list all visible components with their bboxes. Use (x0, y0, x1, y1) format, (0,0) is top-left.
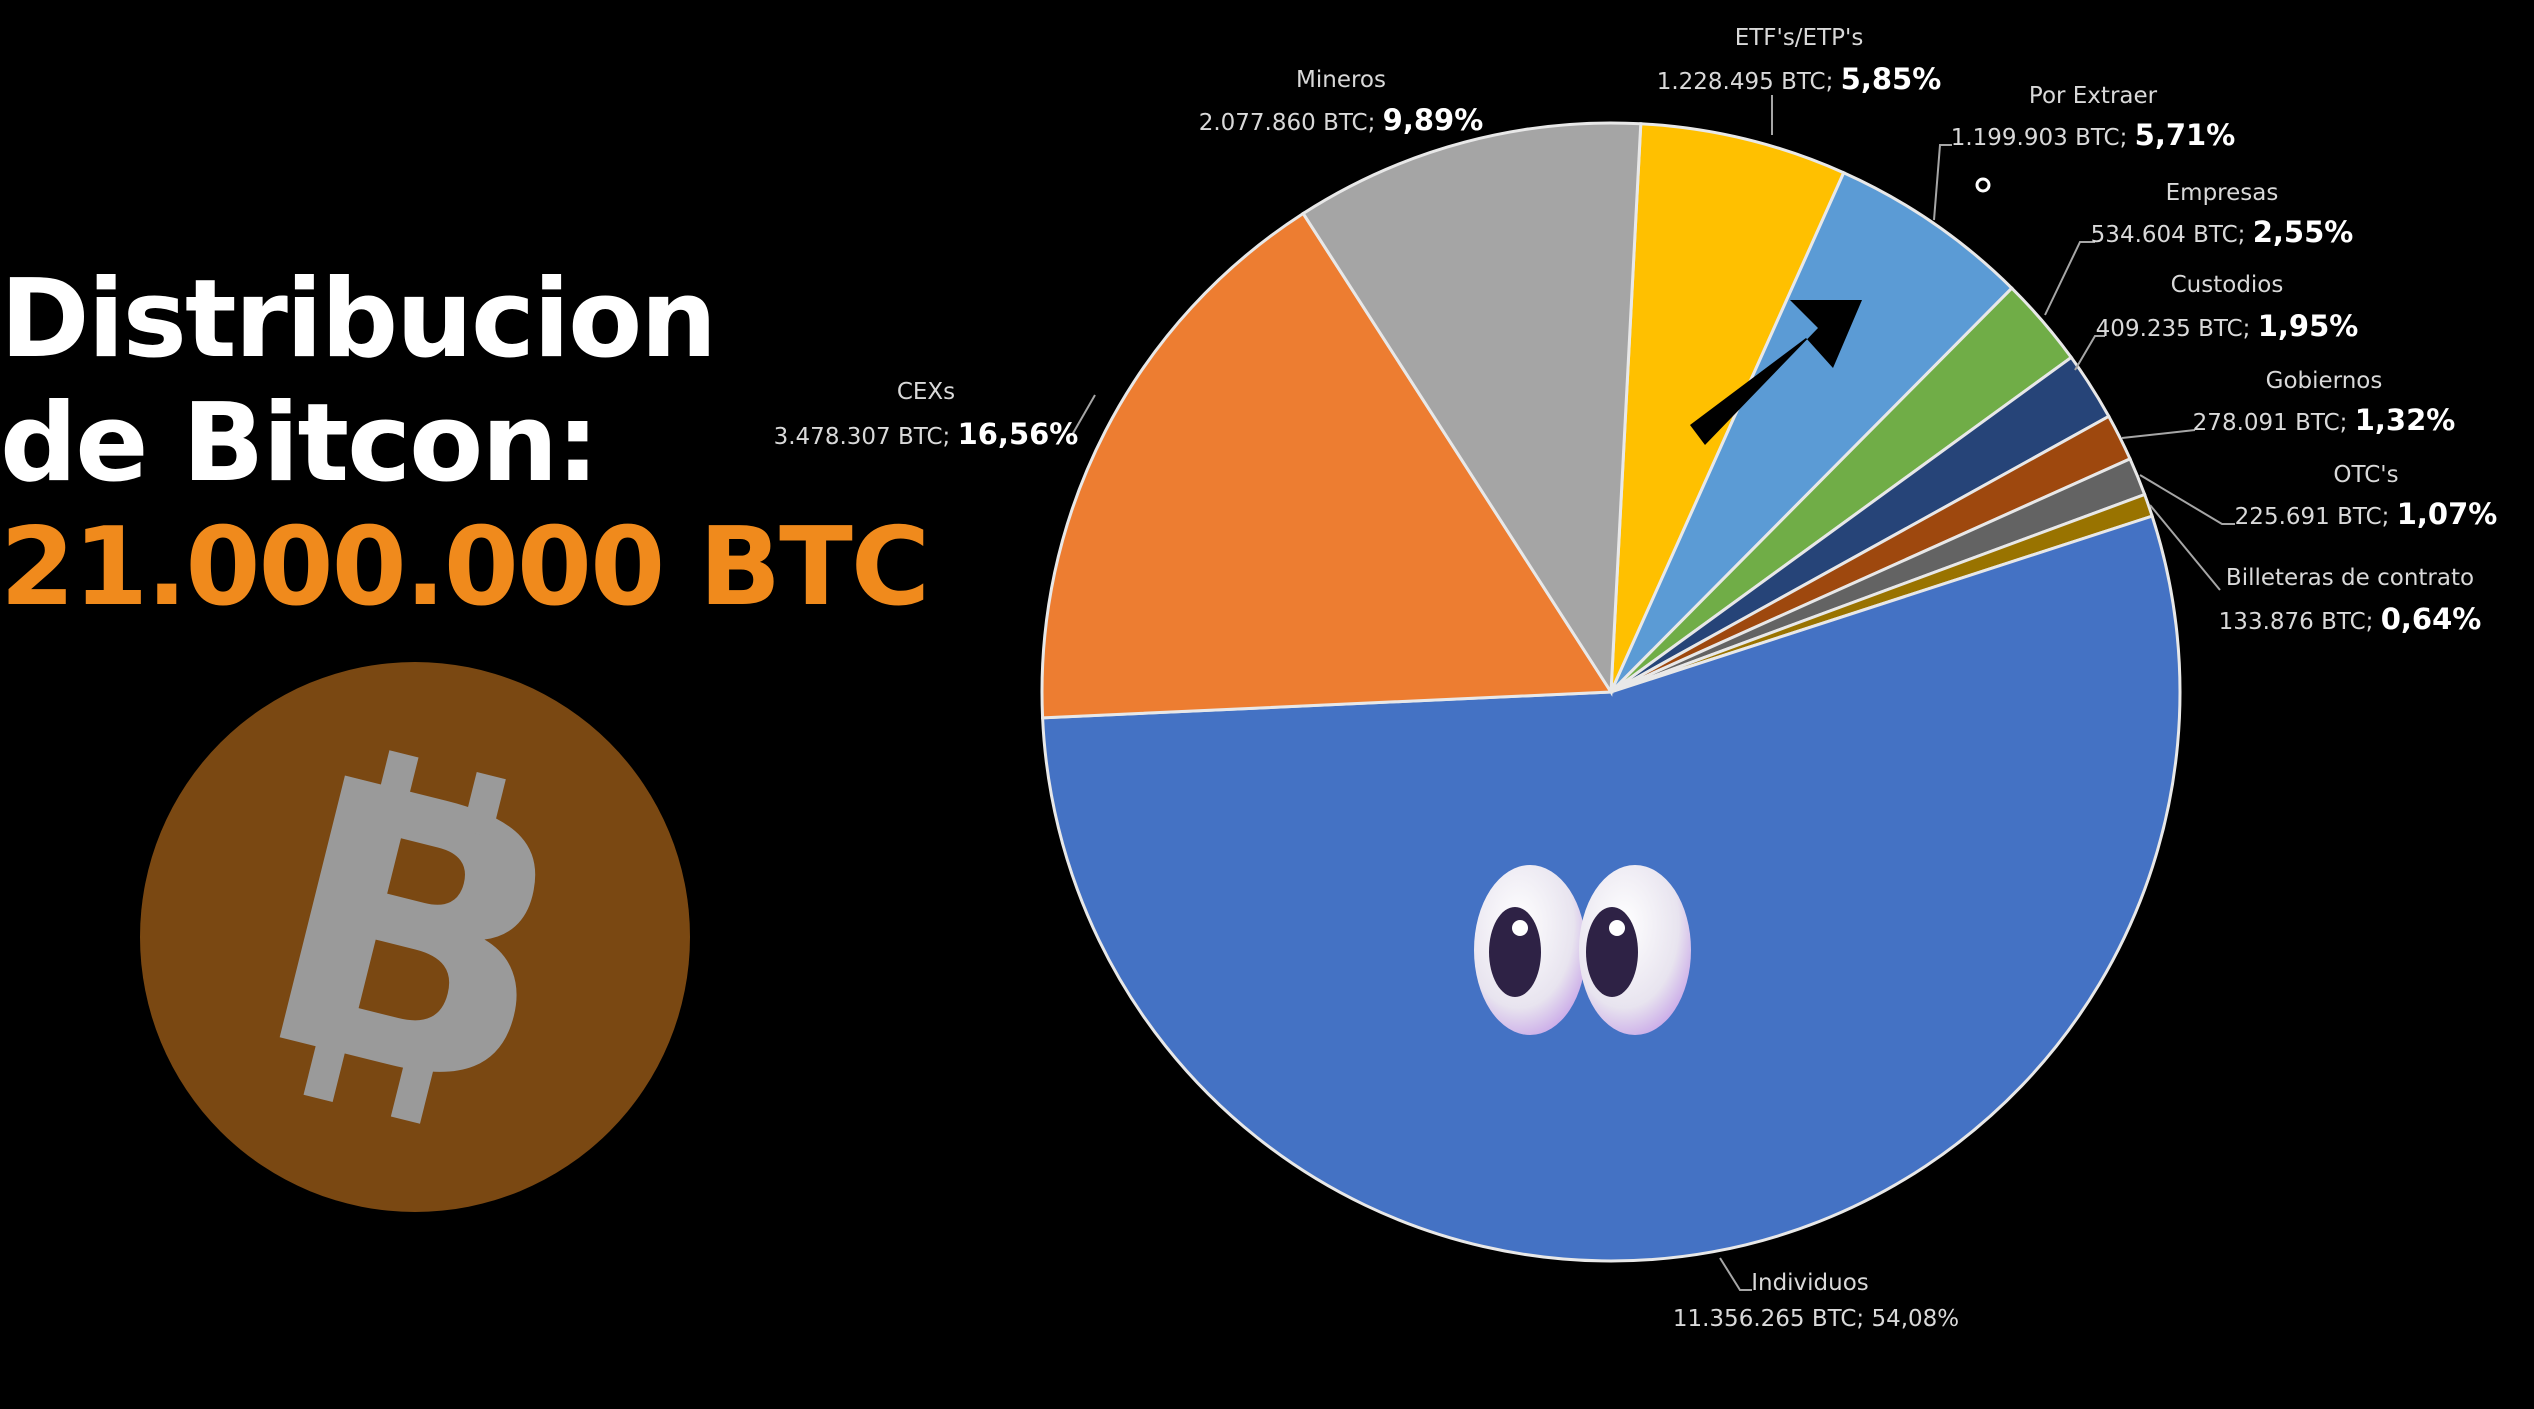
slice-value: 534.604 BTC; 2,55% (2091, 215, 2354, 249)
bitcoin-logo-icon: B (140, 662, 690, 1212)
slice-percent: 1,95% (2258, 309, 2359, 343)
title-line-2: de Bitcon: (0, 381, 599, 506)
slice-percent: 1,32% (2355, 403, 2456, 437)
eyes-emoji-icon (1474, 865, 1691, 1035)
slice-btc: 2.077.860 BTC; (1199, 110, 1383, 136)
slice-value: 11.356.265 BTC; 54,08% (1673, 1306, 1959, 1332)
leader-line (2121, 429, 2196, 439)
slice-label: Custodios (2171, 272, 2284, 298)
leader-line (2149, 504, 2221, 591)
pie-slice-1 (1609, 170, 2014, 694)
slice-label: Individuos (1751, 1270, 1869, 1296)
slice-percent: 5,71% (2135, 118, 2236, 152)
slice-btc: 409.235 BTC; (2096, 316, 2258, 342)
slice-label: Empresas (2166, 180, 2279, 206)
slice-value: 2.077.860 BTC; 9,89% (1199, 103, 1484, 137)
slice-value: 1.228.495 BTC; 5,85% (1657, 62, 1942, 96)
slice-label: Por Extraer (2029, 83, 2158, 109)
slice-value: 409.235 BTC; 1,95% (2096, 309, 2359, 343)
slice-btc: 225.691 BTC; (2235, 504, 2397, 530)
slice-label: ETF's/ETP's (1735, 25, 1864, 51)
leader-line (2044, 241, 2095, 316)
slice-label: CEXs (897, 379, 955, 405)
pie-slice-9 (1301, 121, 1643, 697)
slice-value: 278.091 BTC; 1,32% (2193, 403, 2456, 437)
slice-percent: 16,56% (958, 417, 1079, 451)
slice-btc: 1.228.495 BTC; (1657, 69, 1841, 95)
pie-slice-8 (1040, 211, 1614, 720)
leader-line (1071, 394, 1096, 436)
leader-line (1719, 1257, 1752, 1291)
slice-btc: 3.478.307 BTC; (774, 424, 958, 450)
title-line-1: Distribucion (0, 257, 717, 382)
slice-percent: 0,64% (2381, 602, 2482, 636)
slice-percent: 5,85% (1841, 62, 1942, 96)
slice-value: 1.199.903 BTC; 5,71% (1951, 118, 2236, 152)
arrow-up-right-icon (1690, 300, 1862, 445)
slice-btc: 1.199.903 BTC; (1951, 125, 2135, 151)
slice-label: Gobiernos (2266, 368, 2383, 394)
leader-line (1933, 144, 1952, 221)
slice-btc: 133.876 BTC; (2219, 609, 2381, 635)
slice-label: Mineros (1296, 67, 1386, 93)
slice-percent: 1,07% (2397, 497, 2498, 531)
slice-btc: 278.091 BTC; (2193, 410, 2355, 436)
slice-value: 3.478.307 BTC; 16,56% (774, 417, 1079, 451)
total-supply: 21.000.000 BTC (0, 505, 930, 630)
slice-btc: 11.356.265 BTC; (1673, 1306, 1872, 1332)
slice-value: 225.691 BTC; 1,07% (2235, 497, 2498, 531)
leader-line (2074, 335, 2105, 371)
slice-label: Billeteras de contrato (2226, 565, 2474, 591)
slice-percent: 54,08% (1871, 1306, 1959, 1332)
leader-line (2139, 474, 2235, 525)
slice-label: OTC's (2333, 462, 2398, 488)
slice-percent: 9,89% (1383, 103, 1484, 137)
cursor-icon (1975, 177, 1991, 193)
slice-value: 133.876 BTC; 0,64% (2219, 602, 2482, 636)
slice-percent: 2,55% (2253, 215, 2354, 249)
page-title: Distribucion de Bitcon: 21.000.000 BTC (0, 257, 930, 630)
slice-btc: 534.604 BTC; (2091, 222, 2253, 248)
